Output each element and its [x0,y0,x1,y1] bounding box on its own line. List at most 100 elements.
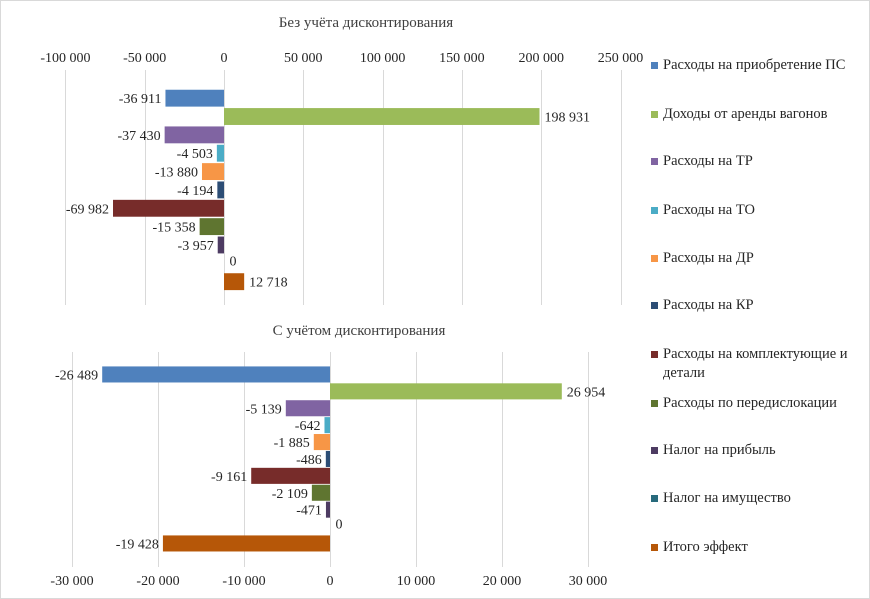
legend-label: Налог на прибыль [663,442,776,458]
bar-6 [325,450,330,467]
data-label: -13 880 [155,166,198,181]
data-label: -15 358 [152,221,195,236]
bar-4 [324,417,330,434]
bar-2 [330,383,562,400]
bar-4 [216,144,224,162]
chart-top-axis: -100 000 -50 000 0 50 000 100 000 150 000 200 … [40,51,643,66]
bar-1 [165,89,224,107]
legend-item: Расходы на ТР [648,152,868,171]
chart-top-bars [113,89,540,291]
legend-label: Доходы от аренды вагонов [663,106,828,122]
data-label: -69 982 [66,202,109,217]
legend-swatch-icon [651,207,658,214]
legend-label: Налог на имущество [663,490,791,506]
chart-bottom-axis: -30 000 -20 000 -10 000 0 10 000 20 000 30 000 [50,574,607,589]
x-tick-label: 10 000 [397,574,436,589]
bar-6 [217,181,224,199]
data-label: 12 718 [249,276,288,291]
x-tick-label: 50 000 [284,51,323,66]
data-label: -5 139 [246,402,282,417]
bar-11 [162,535,330,552]
legend-swatch-icon [651,62,658,69]
data-label: 0 [230,254,237,269]
x-tick-label: -100 000 [40,51,90,66]
legend-item: Расходы на КР [648,296,868,315]
legend-item: Доходы от аренды вагонов [648,105,868,124]
legend-swatch-icon [651,158,658,165]
x-tick-label: 0 [327,574,334,589]
data-label: -9 161 [211,470,247,485]
chart-bottom-data-labels: -26 489 26 954 -5 139 -642 -1 885 -486 -9 161 -… [55,368,605,552]
legend-item: Расходы на ТО [648,201,868,220]
data-label: -471 [296,504,322,519]
legend-swatch-icon [651,111,658,118]
data-label: -36 911 [119,92,162,107]
legend-label: Расходы на комплектующие и детали [663,346,848,381]
data-label: -4 194 [177,184,213,199]
legend-label: Расходы по передислокации [663,395,837,411]
data-label: -26 489 [55,368,98,383]
x-tick-label: -30 000 [50,574,93,589]
legend-item: Налог на прибыль [648,441,868,460]
data-label: -1 885 [274,436,310,451]
bar-7 [251,467,330,484]
legend-swatch-icon [651,495,658,502]
chart-top-title: Без учёта дисконтирования [279,15,454,31]
legend-item: Расходы по передислокации [648,394,868,413]
x-tick-label: -20 000 [136,574,179,589]
legend-label: Расходы на КР [663,297,754,313]
data-label: -642 [295,419,321,434]
bar-5 [201,163,224,181]
legend-swatch-icon [651,400,658,407]
x-tick-label: 200 000 [518,51,564,66]
data-label: 0 [336,518,343,533]
data-label: -4 503 [177,147,213,162]
legend-label: Итого эффект [663,539,748,555]
data-label: -37 430 [117,129,160,144]
x-tick-label: -10 000 [222,574,265,589]
bar-8 [199,218,224,236]
x-tick-label: 20 000 [483,574,522,589]
bar-1 [102,366,330,383]
legend-item: Расходы на приобретение ПС [648,56,868,75]
bar-3 [285,400,330,417]
legend-swatch-icon [651,351,658,358]
x-tick-label: 100 000 [360,51,406,66]
legend-item: Итого эффект [648,538,868,557]
data-label: 198 931 [545,111,591,126]
x-tick-label: 0 [221,51,228,66]
data-label: -486 [296,453,322,468]
data-label: -19 428 [116,537,159,552]
bar-3 [164,126,224,144]
data-label: 26 954 [567,385,606,400]
chart-bottom-bars [102,366,562,552]
legend-swatch-icon [651,255,658,262]
bar-2 [224,108,540,125]
x-tick-label: -50 000 [123,51,166,66]
legend-label: Расходы на ТР [663,153,753,169]
legend-item: Расходы на ДР [648,249,868,268]
bar-5 [313,434,330,451]
bar-11 [224,273,245,291]
data-label: -2 109 [272,487,308,502]
bar-8 [311,484,330,501]
bar-9 [217,236,224,254]
chart-top-data-labels: -36 911 198 931 -37 430 -4 503 -13 880 -4 194… [66,92,590,290]
legend-swatch-icon [651,447,658,454]
x-tick-label: 150 000 [439,51,485,66]
legend-label: Расходы на приобретение ПС [663,57,846,73]
legend-label: Расходы на ДР [663,250,754,266]
x-tick-label: 30 000 [569,574,608,589]
chart-bottom-title: С учётом дисконтирования [273,323,446,339]
bar-7 [113,199,224,217]
chart-bottom: С учётом дисконтирования -30 000 -20 000-… [50,323,607,589]
legend-swatch-icon [651,544,658,551]
legend-item: Налог на имущество [648,489,868,508]
bar-9 [325,501,330,518]
legend-swatch-icon [651,302,658,309]
data-label: -3 957 [178,239,214,254]
chart-top: Без учёта дисконтирования -100 000 -50 00… [40,15,643,305]
x-tick-label: 250 000 [598,51,644,66]
legend-label: Расходы на ТО [663,202,755,218]
